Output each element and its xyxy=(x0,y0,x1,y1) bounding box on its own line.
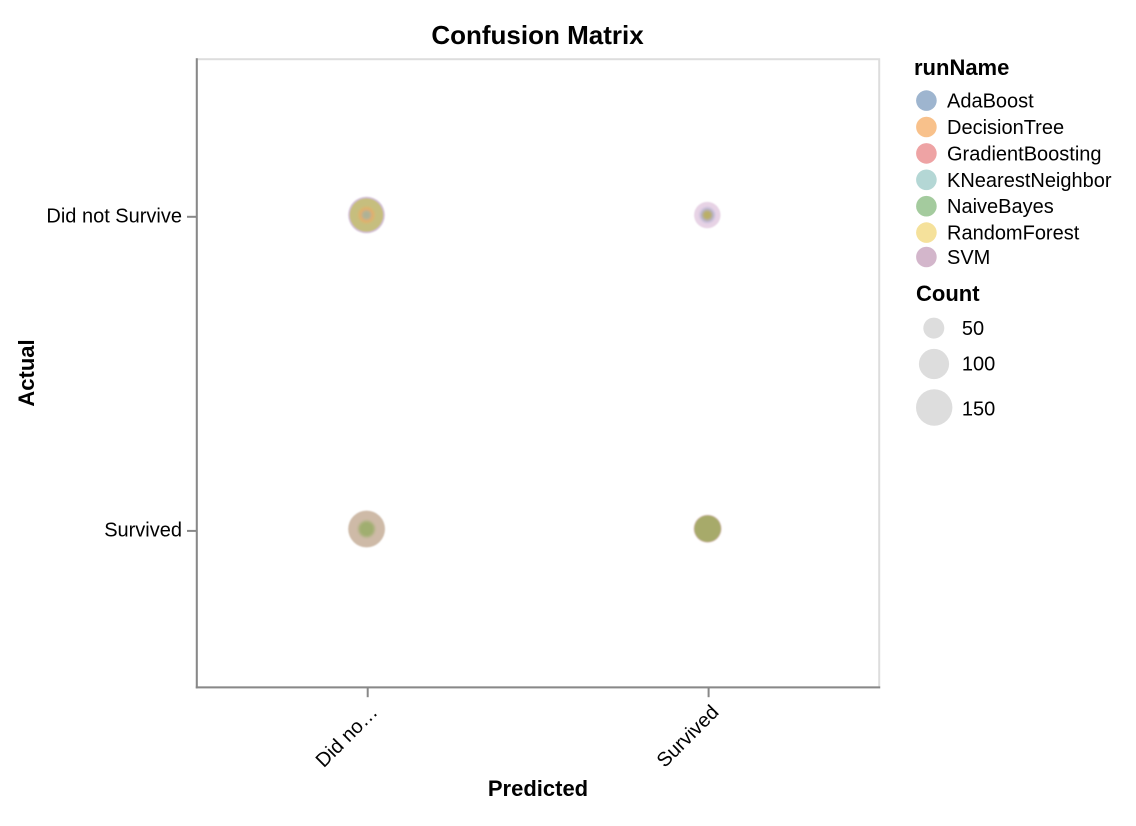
svg-text:Confusion Matrix: Confusion Matrix xyxy=(431,20,644,50)
svg-text:SVM: SVM xyxy=(947,247,990,269)
svg-text:Count: Count xyxy=(916,281,980,306)
svg-text:Predicted: Predicted xyxy=(488,776,588,801)
svg-text:100: 100 xyxy=(962,354,995,376)
svg-text:GradientBoosting: GradientBoosting xyxy=(947,143,1102,165)
svg-text:AdaBoost: AdaBoost xyxy=(947,91,1034,113)
svg-text:Survived: Survived xyxy=(104,519,182,541)
svg-text:Did not Survive: Did not Survive xyxy=(46,206,182,228)
svg-text:KNearestNeighbor: KNearestNeighbor xyxy=(947,170,1112,192)
svg-text:150: 150 xyxy=(962,398,995,420)
svg-text:50: 50 xyxy=(962,318,984,340)
svg-text:DecisionTree: DecisionTree xyxy=(947,117,1064,139)
svg-text:RandomForest: RandomForest xyxy=(947,223,1080,245)
svg-text:NaiveBayes: NaiveBayes xyxy=(947,196,1054,218)
svg-text:runName: runName xyxy=(914,55,1009,80)
svg-text:Actual: Actual xyxy=(14,339,39,406)
